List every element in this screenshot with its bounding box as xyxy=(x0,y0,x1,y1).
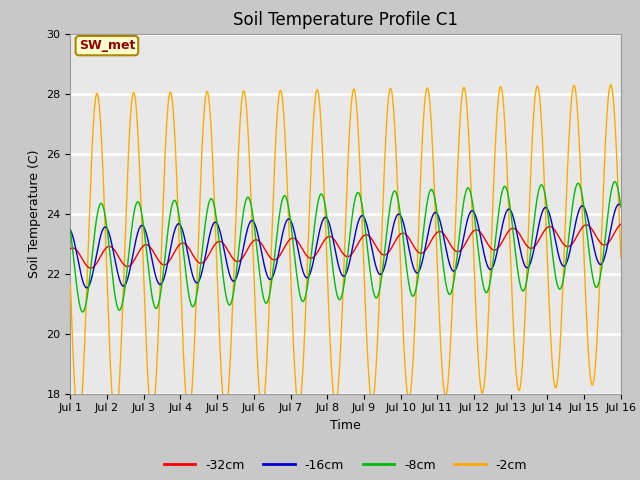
Title: Soil Temperature Profile C1: Soil Temperature Profile C1 xyxy=(233,11,458,29)
Text: SW_met: SW_met xyxy=(79,39,135,52)
Y-axis label: Soil Temperature (C): Soil Temperature (C) xyxy=(28,149,41,278)
Legend: -32cm, -16cm, -8cm, -2cm: -32cm, -16cm, -8cm, -2cm xyxy=(159,454,532,477)
X-axis label: Time: Time xyxy=(330,419,361,432)
